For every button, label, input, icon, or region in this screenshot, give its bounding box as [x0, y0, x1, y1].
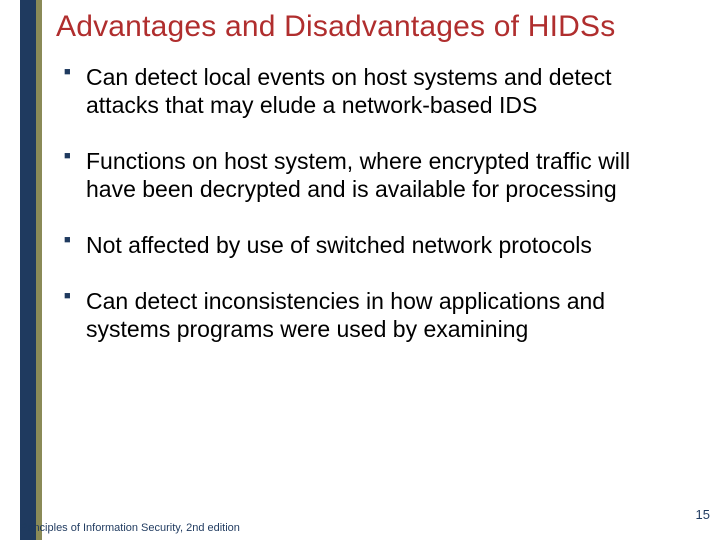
page-number: 15 — [696, 507, 710, 522]
bullet-item: Not affected by use of switched network … — [64, 231, 686, 259]
bullet-item: Can detect local events on host systems … — [64, 63, 686, 119]
bullet-item: Can detect inconsistencies in how applic… — [64, 287, 686, 343]
rail-dark-stripe — [20, 0, 36, 540]
left-rail — [0, 0, 42, 540]
footer-text: Principles of Information Security, 2nd … — [20, 522, 240, 534]
rail-olive-stripe — [36, 0, 42, 540]
content-area: Advantages and Disadvantages of HIDSs Ca… — [56, 10, 696, 540]
bullet-item: Functions on host system, where encrypte… — [64, 147, 686, 203]
slide-title: Advantages and Disadvantages of HIDSs — [56, 10, 696, 45]
bullet-list: Can detect local events on host systems … — [56, 63, 696, 343]
slide: Advantages and Disadvantages of HIDSs Ca… — [0, 0, 720, 540]
